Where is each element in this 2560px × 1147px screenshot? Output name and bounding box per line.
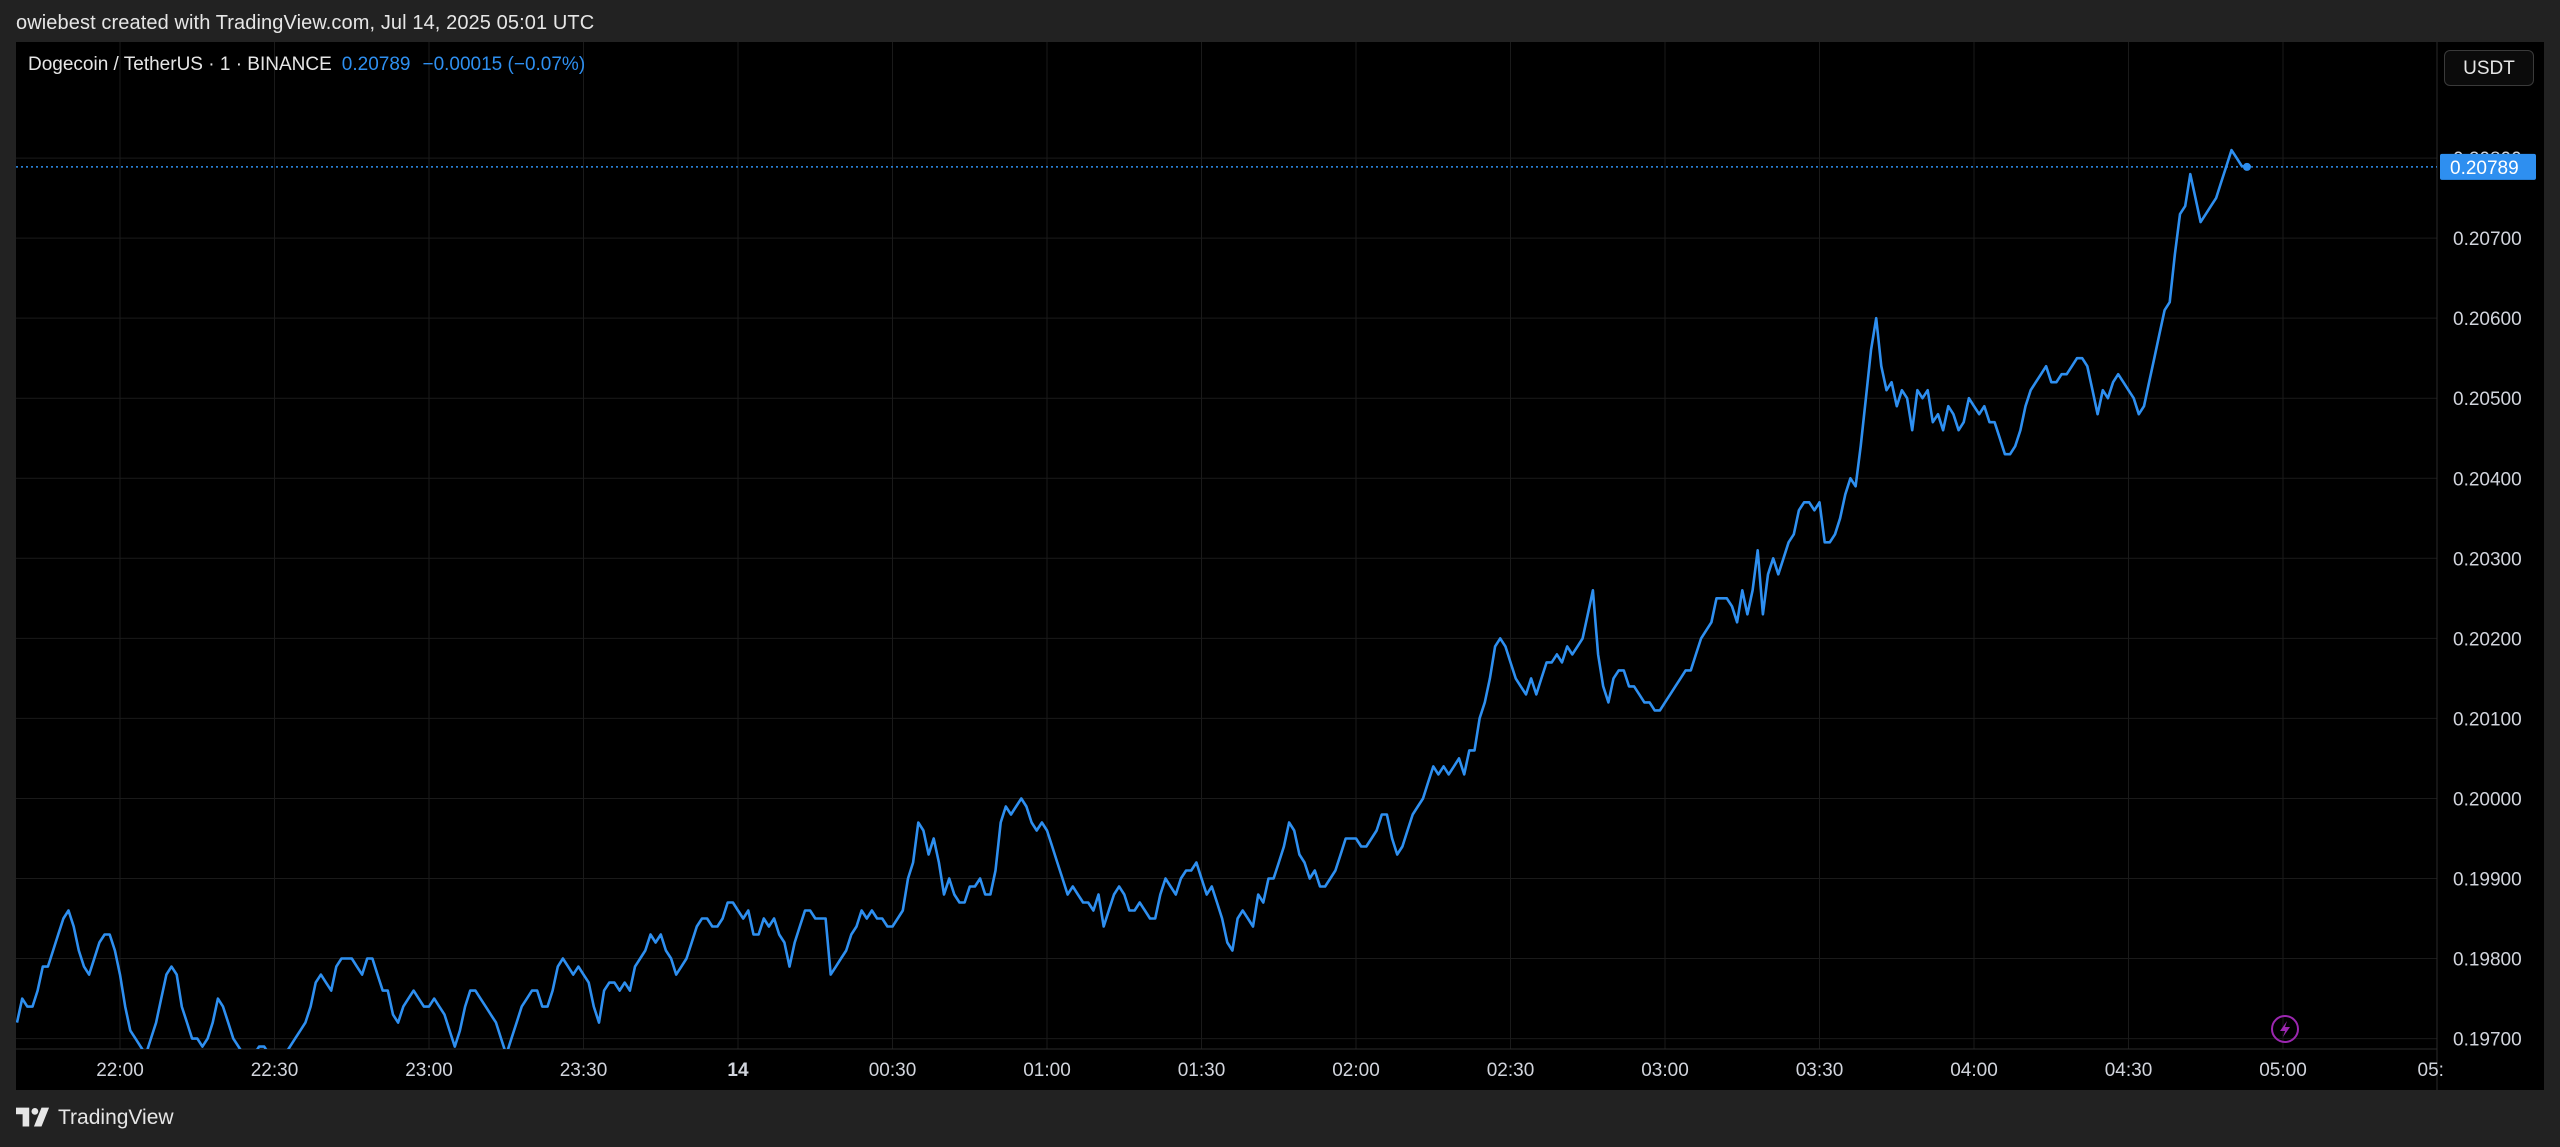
chart-legend: Dogecoin / TetherUS · 1 · BINANCE 0.20789… xyxy=(28,54,585,76)
price-tick-label: 0.20400 xyxy=(2453,469,2522,490)
price-chart[interactable]: 0.19700 0.19800 0.19900 0.20000 0.20100 0.202… xyxy=(16,42,2544,1090)
price-tick-label: 0.20000 xyxy=(2453,789,2522,810)
currency-button[interactable]: USDT xyxy=(2444,50,2534,86)
price-tick-label: 0.20200 xyxy=(2453,629,2522,650)
series-line xyxy=(16,148,2248,1049)
last-price-label: 0.20789 xyxy=(2450,158,2519,179)
top-bar: owiebest created with TradingView.com, J… xyxy=(0,0,2560,44)
time-tick-label: 22:30 xyxy=(251,1060,299,1081)
chart-area[interactable]: 0.19700 0.19800 0.19900 0.20000 0.20100 0.202… xyxy=(16,42,2544,1090)
time-tick-label: 02:30 xyxy=(1487,1060,1535,1081)
time-tick-label: 14 xyxy=(727,1060,749,1081)
last-price-label-box xyxy=(2440,153,2536,180)
time-tick-label: 05: xyxy=(2418,1060,2444,1081)
time-tick-label: 04:30 xyxy=(2105,1060,2153,1081)
last-point xyxy=(2242,162,2251,171)
chart-credit: owiebest created with TradingView.com, J… xyxy=(16,12,595,34)
time-axis[interactable]: 22:00 22:30 23:00 23:30 14 00:30 01:00 01:30 02:… xyxy=(96,1060,2444,1081)
price-tick-label: 0.20500 xyxy=(2453,389,2522,410)
price-tick-label: 0.20700 xyxy=(2453,229,2522,250)
tradingview-logo-icon xyxy=(16,1107,50,1127)
legend-last-price: 0.20789 xyxy=(341,54,411,75)
tradingview-logo-text: TradingView xyxy=(58,1106,174,1129)
price-tick-label: 0.20100 xyxy=(2453,709,2522,730)
tradingview-logo[interactable]: TradingView xyxy=(16,1106,174,1130)
time-tick-label: 23:30 xyxy=(560,1060,608,1081)
time-tick-label: 02:00 xyxy=(1332,1060,1380,1081)
price-axis[interactable]: 0.19700 0.19800 0.19900 0.20000 0.20100 0.202… xyxy=(2453,149,2522,1051)
time-tick-label: 22:00 xyxy=(96,1060,144,1081)
time-tick-label: 23:00 xyxy=(405,1060,453,1081)
time-tick-label: 01:30 xyxy=(1178,1060,1226,1081)
time-tick-label: 04:00 xyxy=(1950,1060,1998,1081)
time-tick-label: 05:00 xyxy=(2259,1060,2307,1081)
price-tick-label: 0.19800 xyxy=(2453,950,2522,971)
symbol-label[interactable]: Dogecoin / TetherUS · 1 · BINANCE xyxy=(28,54,332,75)
time-tick-label: 01:00 xyxy=(1023,1060,1071,1081)
last-price-tag: 0.20789 xyxy=(2440,153,2536,180)
time-tick-label: 03:30 xyxy=(1796,1060,1844,1081)
chart-grid xyxy=(16,42,2437,1049)
flash-icon[interactable] xyxy=(2271,1015,2299,1043)
price-tick-label: 0.20600 xyxy=(2453,309,2522,330)
time-tick-label: 03:00 xyxy=(1641,1060,1689,1081)
price-tick-label: 0.19900 xyxy=(2453,869,2522,890)
legend-change: −0.00015 (−0.07%) xyxy=(422,54,586,75)
price-tick-label: 0.19700 xyxy=(2453,1030,2522,1051)
price-tick-label: 0.20300 xyxy=(2453,549,2522,570)
bottom-bar xyxy=(0,1090,2560,1147)
time-tick-label: 00:30 xyxy=(869,1060,917,1081)
